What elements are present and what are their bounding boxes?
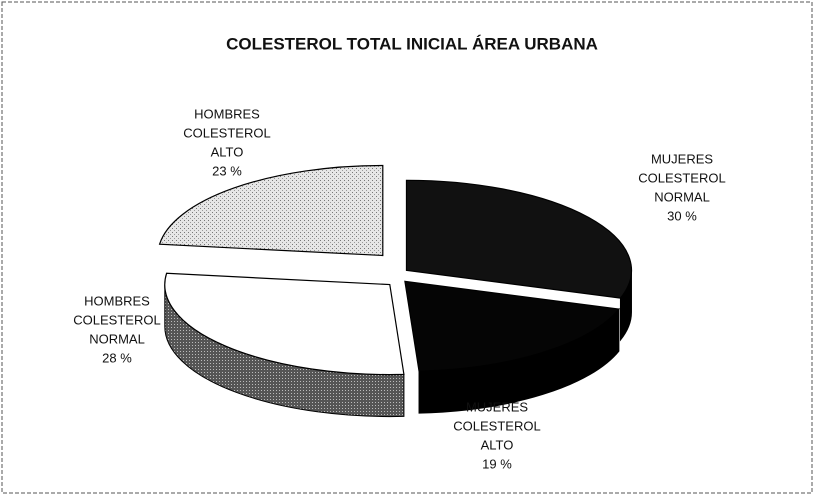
value-label: 28 % xyxy=(102,350,132,365)
value-label: 23 % xyxy=(212,163,242,178)
slice-label: HOMBRES xyxy=(84,293,150,308)
slice-label: COLESTEROL xyxy=(183,125,270,140)
slice-label: MUJERES xyxy=(651,151,713,166)
slice-label: NORMAL xyxy=(89,331,145,346)
slice xyxy=(404,280,621,372)
slice xyxy=(405,179,633,299)
slice-label: ALTO xyxy=(481,437,514,452)
slice-label: COLESTEROL xyxy=(73,312,160,327)
slice-label: MUJERES xyxy=(466,399,528,414)
value-label: 30 % xyxy=(667,208,697,223)
slice xyxy=(164,272,405,376)
slice-label: ALTO xyxy=(211,144,244,159)
slice xyxy=(158,164,384,257)
chart-title: COLESTEROL TOTAL INICIAL ÁREA URBANA xyxy=(226,34,598,53)
slice-label: COLESTEROL xyxy=(453,418,540,433)
slice-label: COLESTEROL xyxy=(638,170,725,185)
slice-label: NORMAL xyxy=(654,189,710,204)
value-label: 19 % xyxy=(482,456,512,471)
slice-label: HOMBRES xyxy=(194,106,260,121)
